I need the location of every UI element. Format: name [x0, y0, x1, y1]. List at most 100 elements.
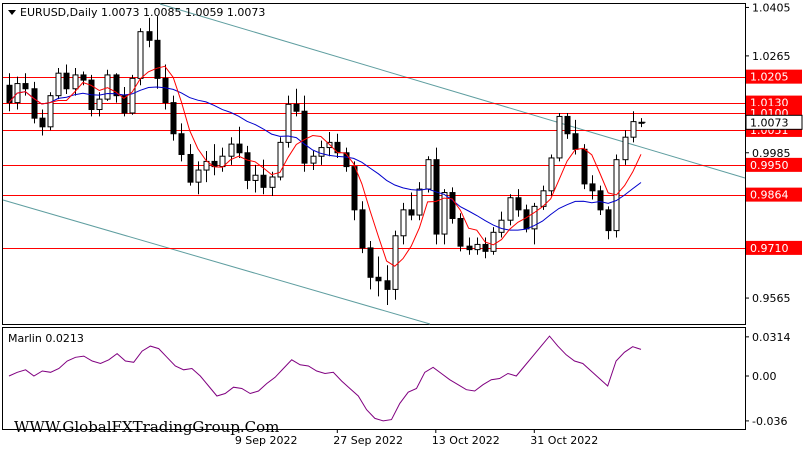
candle-body — [351, 166, 358, 211]
candle-body — [47, 95, 54, 128]
candle-body — [581, 148, 588, 185]
price-tick-label: 1.0405 — [752, 1, 791, 14]
candle-body — [367, 247, 374, 278]
candle-body — [457, 217, 464, 247]
candle-body — [170, 102, 177, 135]
candle-body — [228, 143, 235, 157]
candle-body — [146, 31, 153, 41]
level-label: 1.0205 — [750, 71, 789, 84]
level-label-box — [746, 240, 802, 255]
candle-body — [55, 72, 62, 97]
candle-body — [589, 183, 596, 192]
osc-tick-label: 0.00 — [752, 370, 777, 383]
date-tick-label: 13 Oct 2022 — [432, 434, 500, 447]
date-tick-label: 31 Oct 2022 — [530, 434, 598, 447]
candle-body — [531, 205, 538, 230]
price-axis: 1.04051.02650.99850.95651.02051.01301.01… — [745, 1, 803, 305]
main-panel-frame — [2, 3, 746, 325]
candle-body — [104, 74, 111, 100]
candle-body — [515, 197, 522, 211]
indicator-panel-frame — [2, 327, 746, 430]
osc-tick-label: -0.036 — [752, 415, 787, 428]
candle-body — [548, 157, 555, 192]
candle-body — [490, 231, 497, 252]
watermark: WWW.GlobalFXTradingGroup.Com — [14, 418, 279, 436]
candle-body — [400, 209, 407, 237]
level-label: 0.9710 — [750, 242, 789, 255]
slow-ma-line — [8, 86, 642, 231]
current-price-label: 1.0073 — [750, 116, 789, 129]
candle-body — [466, 245, 473, 251]
candle-body — [121, 95, 128, 114]
indicator-label: Marlin 0.0213 — [8, 332, 84, 345]
candle-body — [187, 153, 194, 183]
candle-body — [433, 159, 440, 235]
level-label-box — [746, 157, 802, 172]
candle-body — [72, 74, 79, 90]
candle-body — [301, 110, 308, 164]
price-tick-label: 1.0265 — [752, 50, 791, 63]
dropdown-triangle-icon[interactable] — [8, 10, 16, 15]
candle-body — [260, 174, 267, 188]
current-price-box — [745, 114, 803, 130]
candle-body — [178, 133, 185, 155]
candle-body — [564, 115, 571, 135]
candle-body — [31, 88, 38, 119]
oscillator-axis: 0.0314 0.00 -0.036 — [745, 331, 791, 428]
candle-body — [597, 190, 604, 211]
candle-body — [318, 147, 325, 157]
oscillator — [8, 335, 642, 422]
candle-body — [269, 176, 276, 188]
price-tick-label: 0.9565 — [752, 292, 791, 305]
candle-body — [39, 117, 46, 128]
candle-body — [416, 188, 423, 216]
candle-body — [630, 121, 637, 138]
candle-body — [113, 74, 120, 97]
candle-body — [375, 276, 382, 282]
candle-body — [392, 235, 399, 290]
candle-body — [408, 209, 415, 216]
candle-body — [293, 103, 300, 112]
candle-body — [137, 31, 144, 79]
price-tick-label: 0.9985 — [752, 147, 791, 160]
candle-body — [22, 83, 29, 90]
fast-ma-line — [8, 65, 642, 267]
candle-body — [482, 243, 489, 252]
chart-header: EURUSD,Daily 1.0073 1.0085 1.0059 1.0073 — [20, 6, 265, 19]
level-label: 0.9950 — [750, 159, 789, 172]
candle-body — [449, 192, 456, 219]
candle-body — [244, 152, 251, 181]
candle-body — [96, 98, 103, 111]
moving-averages — [8, 65, 642, 267]
candle-body — [384, 280, 391, 290]
candle-body — [195, 169, 202, 183]
candle-body — [622, 136, 629, 161]
candle-body — [236, 143, 243, 154]
date-tick-label: 27 Sep 2022 — [333, 434, 403, 447]
channel-upper-line — [159, 3, 746, 179]
level-label-box — [746, 187, 802, 202]
candle-body — [277, 141, 284, 178]
candle-body — [425, 159, 432, 190]
candle-body — [162, 77, 169, 104]
candle-body — [285, 103, 292, 143]
candle-body — [441, 192, 448, 235]
candle-body — [523, 209, 530, 230]
channel-lower-line — [2, 199, 431, 325]
candle-body — [343, 152, 350, 168]
osc-tick-label: 0.0314 — [752, 331, 791, 344]
candle-body — [252, 174, 259, 181]
oscillator-line — [8, 335, 642, 422]
candle-body — [605, 209, 612, 232]
candle-body — [80, 74, 87, 81]
date-axis: 9 Sep 2022 27 Sep 2022 13 Oct 2022 31 Oct 2… — [235, 429, 598, 447]
candle-body — [498, 219, 505, 233]
candle-body — [507, 197, 514, 221]
candle-body — [359, 209, 366, 249]
candle-body — [310, 155, 317, 164]
candle-body — [572, 133, 579, 150]
candle-body — [556, 115, 563, 159]
trend-channel — [2, 3, 746, 325]
level-label: 0.9864 — [750, 189, 789, 202]
